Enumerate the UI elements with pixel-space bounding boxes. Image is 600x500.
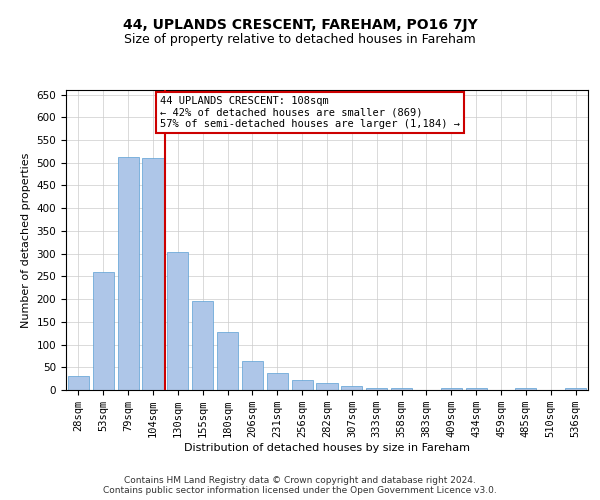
Bar bbox=[466, 388, 487, 390]
Bar bbox=[267, 373, 288, 390]
Text: Size of property relative to detached houses in Fareham: Size of property relative to detached ho… bbox=[124, 32, 476, 46]
Bar bbox=[118, 157, 139, 390]
Bar bbox=[316, 383, 338, 390]
X-axis label: Distribution of detached houses by size in Fareham: Distribution of detached houses by size … bbox=[184, 443, 470, 453]
Bar bbox=[217, 332, 238, 390]
Bar bbox=[366, 388, 387, 390]
Bar bbox=[565, 388, 586, 390]
Text: Contains HM Land Registry data © Crown copyright and database right 2024.
Contai: Contains HM Land Registry data © Crown c… bbox=[103, 476, 497, 495]
Bar bbox=[142, 158, 164, 390]
Text: 44, UPLANDS CRESCENT, FAREHAM, PO16 7JY: 44, UPLANDS CRESCENT, FAREHAM, PO16 7JY bbox=[122, 18, 478, 32]
Bar bbox=[192, 301, 213, 390]
Text: 44 UPLANDS CRESCENT: 108sqm
← 42% of detached houses are smaller (869)
57% of se: 44 UPLANDS CRESCENT: 108sqm ← 42% of det… bbox=[160, 96, 460, 129]
Bar bbox=[68, 376, 89, 390]
Bar bbox=[515, 388, 536, 390]
Bar bbox=[391, 388, 412, 390]
Bar bbox=[167, 252, 188, 390]
Bar bbox=[93, 272, 114, 390]
Bar bbox=[292, 380, 313, 390]
Bar bbox=[341, 386, 362, 390]
Y-axis label: Number of detached properties: Number of detached properties bbox=[21, 152, 31, 328]
Bar bbox=[441, 388, 462, 390]
Bar bbox=[242, 362, 263, 390]
